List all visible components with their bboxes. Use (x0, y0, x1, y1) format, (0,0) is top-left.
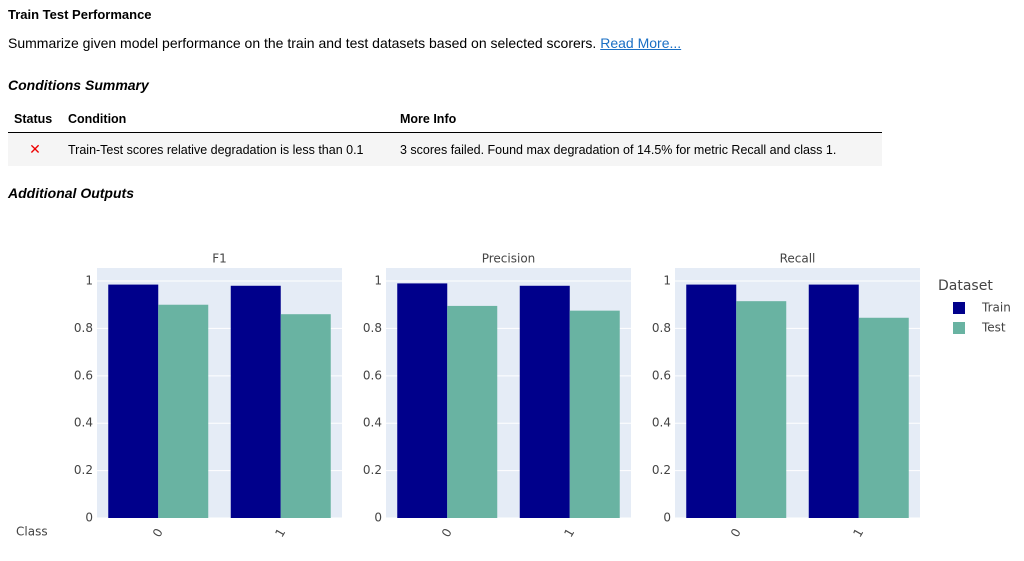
y-tick-label: 0.2 (652, 463, 671, 477)
info-cell: 3 scores failed. Found max degradation o… (394, 132, 882, 166)
x-axis-title: Class (16, 525, 48, 539)
conditions-table: Status Condition More Info ✕ Train-Test … (8, 108, 882, 166)
x-tick-label: 1 (850, 526, 866, 540)
condition-cell: Train-Test scores relative degradation i… (62, 132, 394, 166)
chart-title: F1 (212, 252, 227, 266)
y-tick-label: 1 (85, 274, 93, 288)
bar (230, 285, 281, 518)
y-tick-label: 0 (85, 511, 93, 525)
bar (447, 305, 498, 518)
x-tick-label: 0 (439, 526, 455, 540)
bar (569, 310, 620, 518)
y-tick-label: 0.2 (363, 463, 382, 477)
y-tick-label: 0.4 (74, 416, 93, 430)
y-tick-label: 0.6 (652, 368, 671, 382)
read-more-link[interactable]: Read More... (600, 35, 682, 51)
legend-swatch (953, 302, 965, 314)
outputs-title: Additional Outputs (8, 185, 134, 201)
x-tick-label: 1 (561, 526, 577, 540)
y-tick-label: 1 (374, 274, 382, 288)
conditions-title: Conditions Summary (8, 77, 149, 93)
y-tick-label: 1 (663, 274, 671, 288)
x-tick-label: 0 (728, 526, 744, 540)
bar (158, 304, 209, 518)
section-title: Train Test Performance (8, 7, 152, 22)
y-tick-label: 0.8 (363, 321, 382, 335)
y-tick-label: 0 (663, 511, 671, 525)
legend-label: Test (981, 321, 1006, 335)
table-row: ✕ Train-Test scores relative degradation… (8, 132, 882, 166)
x-tick-label: 1 (272, 526, 288, 540)
bar (858, 317, 909, 518)
y-tick-label: 0.8 (74, 321, 93, 335)
bar (736, 301, 787, 518)
y-tick-label: 0.8 (652, 321, 671, 335)
y-tick-label: 0.4 (652, 416, 671, 430)
description: Summarize given model performance on the… (8, 35, 681, 51)
bar (808, 284, 859, 518)
bar (397, 283, 448, 518)
bar (108, 284, 159, 518)
status-cell: ✕ (8, 132, 62, 166)
y-tick-label: 0.6 (363, 368, 382, 382)
bar (686, 284, 737, 518)
legend-title: Dataset (938, 278, 993, 294)
bar (280, 314, 331, 518)
column-header: More Info (394, 108, 882, 133)
y-tick-label: 0.4 (363, 416, 382, 430)
y-tick-label: 0 (374, 511, 382, 525)
x-tick-label: 0 (150, 526, 166, 540)
y-tick-label: 0.6 (74, 368, 93, 382)
legend-swatch (953, 322, 965, 334)
chart-title: Recall (780, 252, 816, 266)
column-header: Condition (62, 108, 394, 133)
header-row: Status Condition More Info (8, 108, 882, 133)
description-text: Summarize given model performance on the… (8, 35, 597, 51)
chart-title: Precision (482, 252, 536, 266)
column-header: Status (8, 108, 62, 133)
y-tick-label: 0.2 (74, 463, 93, 477)
legend-label: Train (981, 301, 1011, 315)
bar (519, 285, 570, 518)
